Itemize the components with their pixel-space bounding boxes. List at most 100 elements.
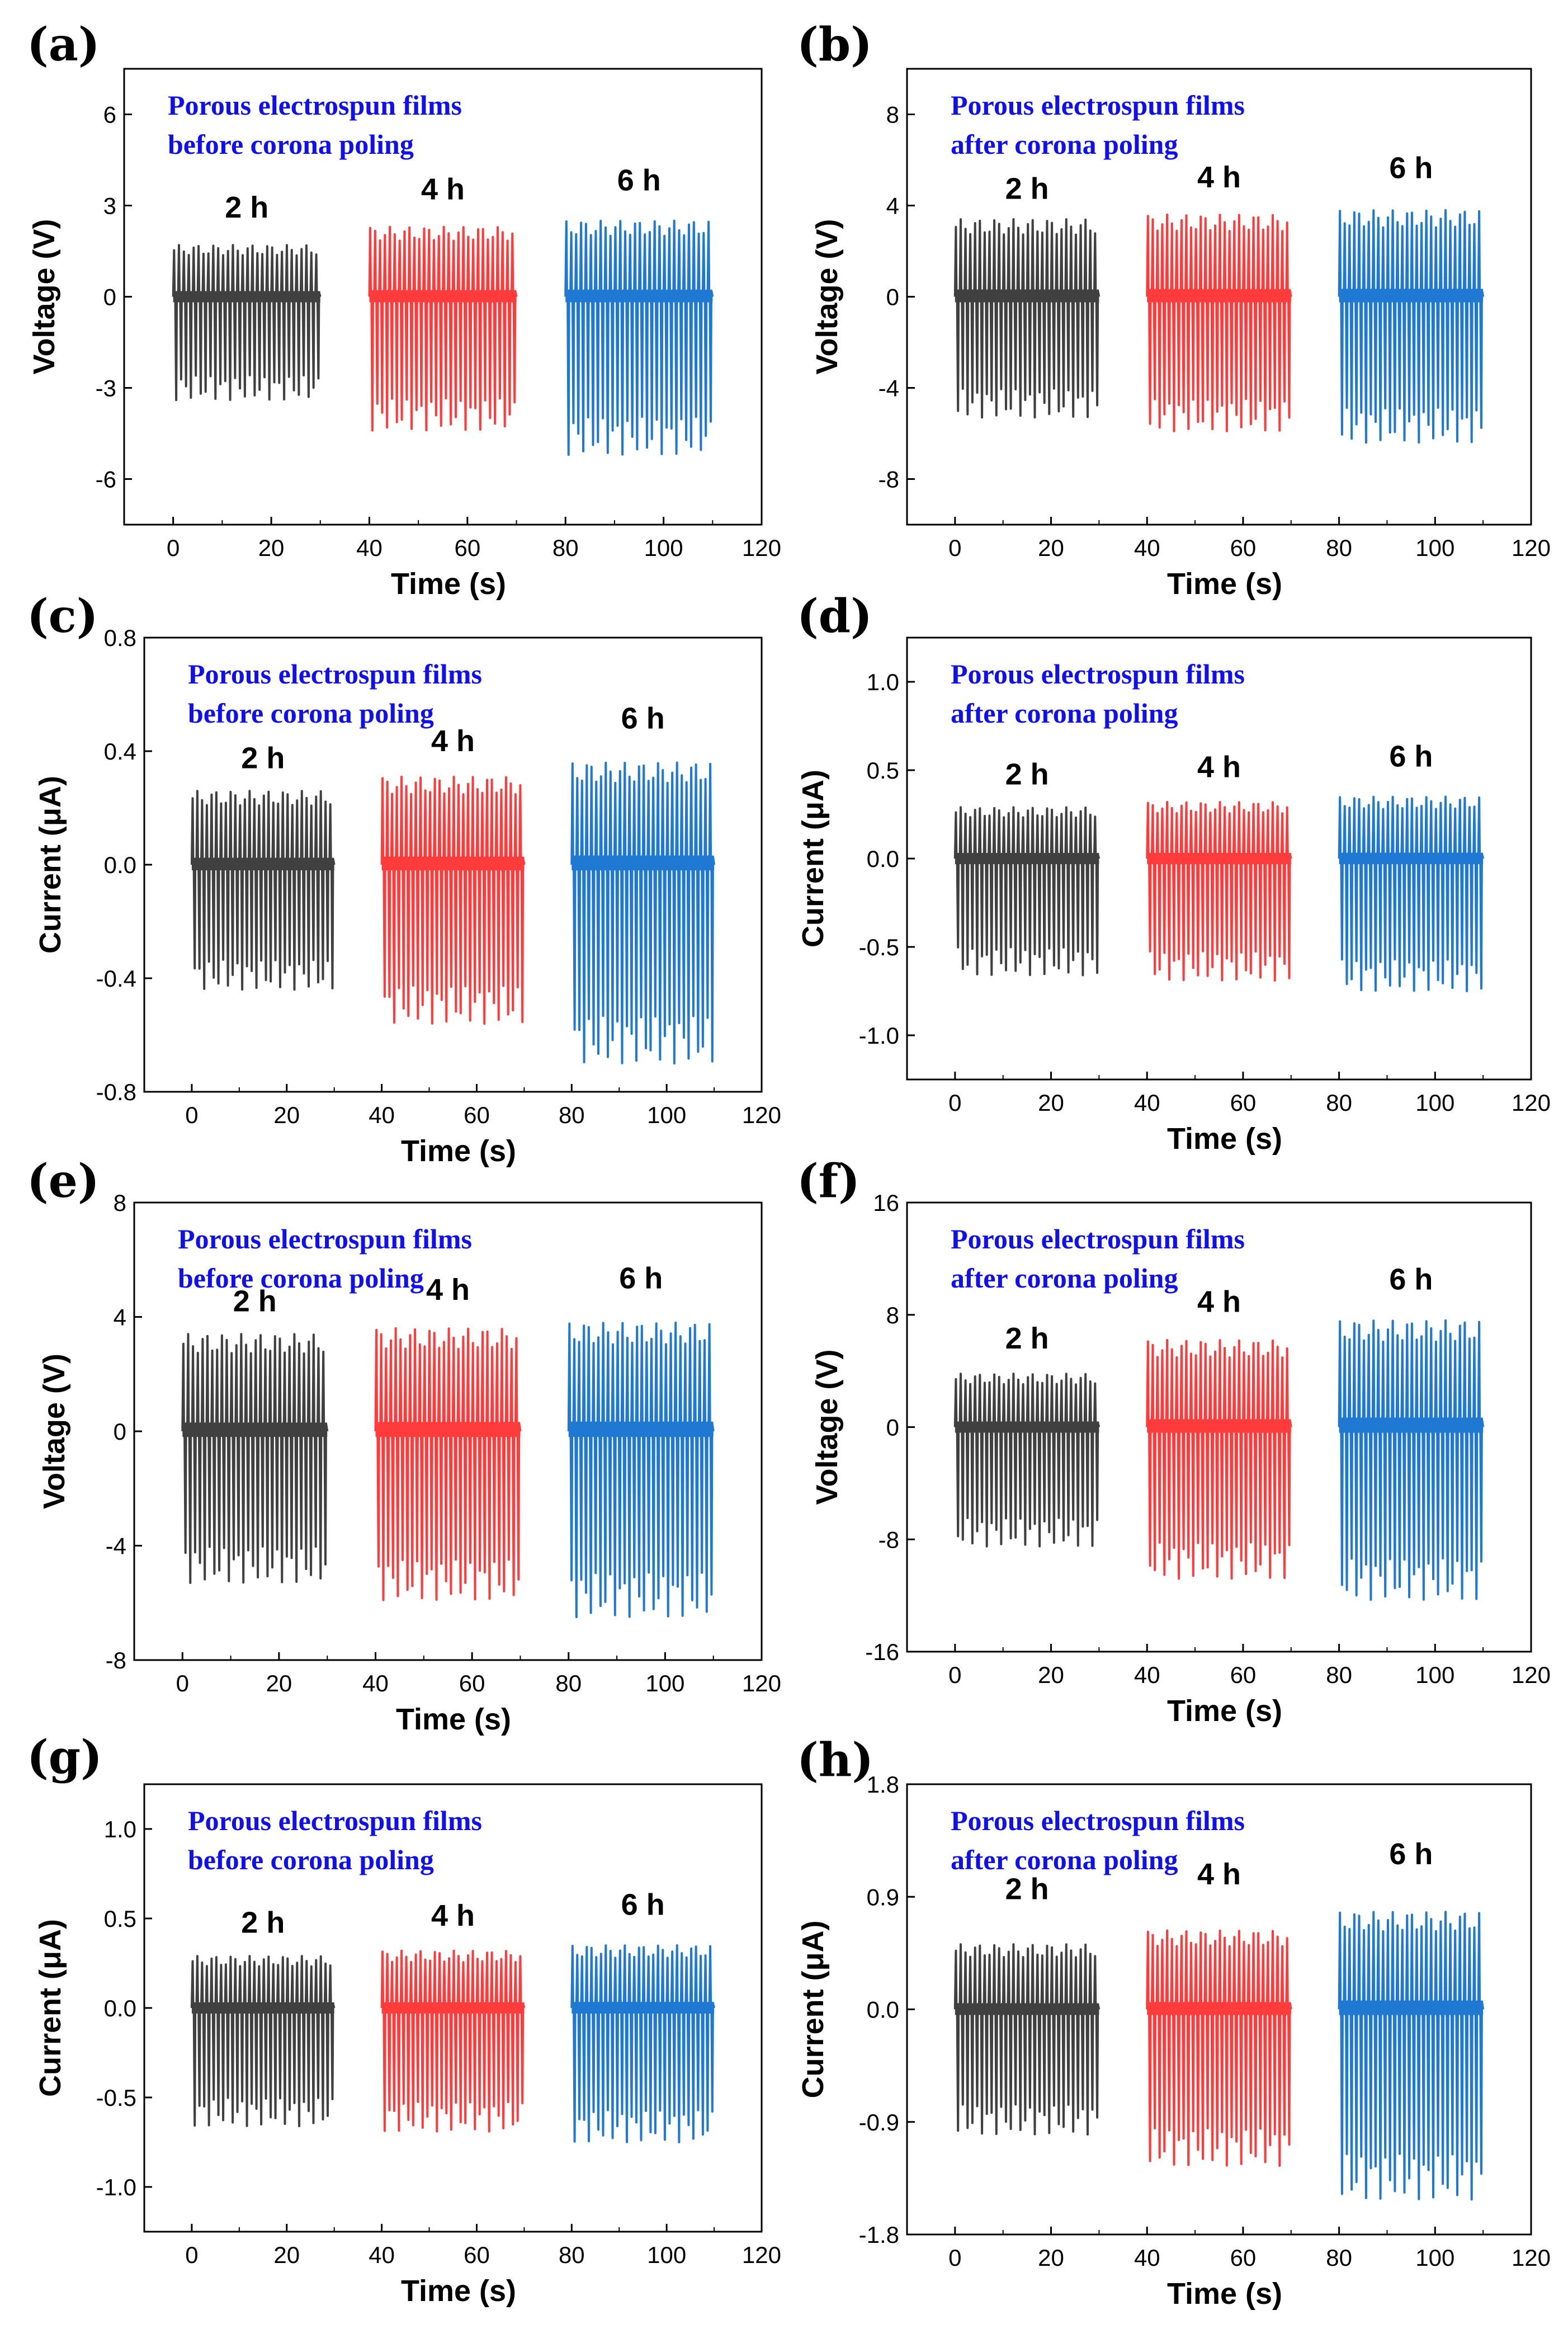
series-trace-6h	[1338, 209, 1485, 444]
y-tick-label: -1.8	[859, 2222, 899, 2248]
x-tick-label: 0	[185, 1102, 198, 1128]
x-tick-label: 100	[1415, 2245, 1454, 2271]
series-label: 6 h	[621, 1888, 665, 1922]
y-tick-label: 3	[103, 193, 116, 219]
x-tick-label: 40	[1134, 1662, 1160, 1688]
x-tick-label: 0	[948, 535, 961, 561]
series-trace-2h	[953, 218, 1101, 419]
y-tick-label: 0.4	[104, 738, 136, 765]
x-tick-label: 80	[559, 2242, 585, 2268]
y-axis-label: Voltage (V)	[37, 1354, 71, 1509]
series-trace-4h	[380, 1949, 526, 2133]
series-trace-4h	[1146, 1929, 1292, 2167]
series-baseline-band	[568, 1426, 714, 1437]
series-baseline-band	[1339, 2003, 1484, 2015]
annotation-text: Porous electrospun films	[188, 1805, 482, 1836]
y-tick-label: -1.0	[859, 1022, 899, 1049]
y-tick-label: 4	[114, 1304, 126, 1331]
series-baseline-band	[1339, 291, 1484, 303]
x-tick-label: 60	[1230, 2245, 1257, 2271]
panel-letter: (g)	[27, 1731, 102, 1784]
series-baseline-band	[1147, 291, 1291, 303]
x-tick-label: 80	[1326, 1662, 1352, 1688]
y-axis-label: Current (μA)	[34, 776, 67, 954]
y-tick-label: 0	[114, 1418, 126, 1445]
x-tick-label: 20	[1038, 535, 1064, 561]
series-label: 6 h	[617, 163, 661, 197]
x-tick-label: 120	[742, 1670, 781, 1696]
series-baseline-band	[182, 1426, 328, 1437]
series-trace-6h	[570, 761, 716, 1065]
x-tick-label: 60	[1230, 1090, 1257, 1116]
x-tick-label: 20	[273, 1102, 300, 1128]
x-tick-label: 40	[362, 1670, 389, 1696]
panel-letter: (h)	[797, 1733, 873, 1787]
series-label: 2 h	[1005, 172, 1049, 205]
x-tick-label: 40	[1134, 535, 1160, 561]
panel-e: (e) 2 h 4 h 6 h 0 20 40 60 80 100 120 -8 -4 0 4 8 Time (…	[27, 1154, 781, 1736]
x-tick-label: 100	[1415, 1090, 1454, 1116]
annotation-text: Porous electrospun films	[951, 658, 1245, 690]
y-tick-label: -6	[96, 466, 116, 493]
series-label: 4 h	[1197, 1857, 1241, 1891]
x-tick-label: 100	[647, 2242, 686, 2268]
annotation-text: before corona poling	[188, 1844, 434, 1875]
x-axis-label: Time (s)	[1167, 1694, 1282, 1728]
annotation-text: Porous electrospun films	[951, 89, 1245, 121]
x-tick-label: 20	[273, 2242, 300, 2268]
x-tick-label: 80	[1326, 535, 1352, 561]
series-trace-6h	[567, 1321, 715, 1619]
y-tick-label: -4	[106, 1533, 126, 1559]
series-baseline-band	[572, 2002, 715, 2014]
y-axis-label: Voltage (V)	[810, 1349, 844, 1505]
panel-letter: (d)	[797, 590, 872, 643]
x-tick-label: 120	[742, 535, 781, 561]
panel-a: (a) 2 h 4 h 6 h 0 20 40 60 80 100 120 -6 -3 0 3 6 Time (…	[27, 18, 781, 601]
x-tick-label: 60	[464, 1102, 490, 1128]
panel-letter: (a)	[27, 18, 100, 72]
series-baseline-band	[191, 2002, 334, 2014]
x-tick-label: 120	[1512, 1662, 1551, 1688]
series-baseline-band	[955, 853, 1099, 864]
y-tick-label: -4	[879, 375, 899, 402]
y-axis-label: Current (μA)	[796, 1920, 830, 2098]
x-tick-label: 120	[1512, 1090, 1551, 1116]
x-tick-label: 0	[185, 2242, 198, 2268]
series-trace-6h	[1338, 1319, 1485, 1601]
x-tick-label: 20	[258, 535, 285, 561]
x-tick-label: 0	[948, 1090, 961, 1116]
series-label: 4 h	[1197, 751, 1241, 784]
x-tick-label: 40	[369, 1102, 395, 1128]
series-trace-2h	[172, 244, 322, 402]
series-label: 4 h	[431, 724, 475, 758]
series-label: 2 h	[241, 1906, 285, 1940]
y-tick-label: 0.5	[104, 1906, 136, 1932]
x-tick-label: 60	[464, 2242, 490, 2268]
y-tick-label: -8	[879, 466, 899, 493]
x-tick-label: 80	[559, 1102, 585, 1128]
series-label: 2 h	[241, 741, 285, 775]
series-trace-4h	[368, 225, 518, 432]
y-tick-label: -0.9	[859, 2109, 899, 2135]
x-axis-label: Time (s)	[1167, 567, 1282, 601]
x-tick-label: 0	[167, 535, 180, 561]
y-tick-label: 0.0	[867, 846, 899, 872]
y-tick-label: 0.0	[867, 1997, 899, 2023]
y-tick-label: 1.0	[104, 1816, 136, 1842]
annotation-text: Porous electrospun films	[178, 1223, 472, 1255]
x-tick-label: 40	[1134, 2245, 1160, 2271]
x-axis-label: Time (s)	[396, 1703, 511, 1736]
x-tick-label: 60	[1230, 1662, 1257, 1688]
series-baseline-band	[955, 291, 1099, 303]
series-baseline-band	[375, 1426, 521, 1437]
series-trace-2h	[953, 1943, 1101, 2136]
panel-letter: (e)	[27, 1154, 100, 1208]
series-label: 4 h	[421, 173, 465, 206]
annotation-text: Porous electrospun films	[951, 1223, 1245, 1255]
series-baseline-band	[381, 2002, 525, 2014]
series-label: 2 h	[233, 1284, 277, 1318]
series-label: 2 h	[1005, 1322, 1049, 1355]
annotation-text: after corona poling	[951, 697, 1178, 729]
series-baseline-band	[955, 1421, 1099, 1433]
series-baseline-band	[1339, 1421, 1484, 1433]
